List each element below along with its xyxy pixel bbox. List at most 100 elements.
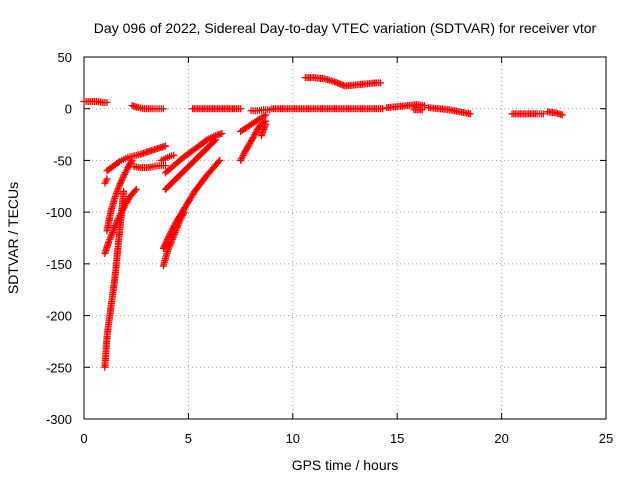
data-point [237, 155, 245, 163]
x-tick-label: 25 [599, 431, 613, 446]
data-point [249, 134, 257, 142]
data-point [168, 226, 176, 234]
data-point [131, 187, 139, 195]
data-point [162, 238, 170, 246]
data-point [120, 172, 128, 180]
series-2 [128, 102, 167, 113]
data-point [164, 235, 172, 243]
data-point [161, 240, 169, 248]
series-21 [161, 136, 220, 193]
x-tick-label: 5 [185, 431, 192, 446]
data-point [161, 142, 169, 150]
data-point [248, 135, 256, 143]
data-point [262, 120, 270, 128]
data-point [116, 211, 124, 219]
series-8 [410, 106, 426, 114]
axis-ticks [83, 56, 607, 420]
data-point [170, 223, 178, 231]
data-point [205, 135, 213, 143]
data-point [466, 110, 474, 118]
data-point [118, 175, 126, 183]
data-point [115, 181, 123, 189]
series-22 [161, 130, 226, 177]
x-tick-labels: 0 5 10 15 20 25 [80, 431, 613, 446]
y-tick-label: 50 [58, 50, 72, 65]
data-point [171, 220, 179, 228]
data-point [208, 133, 216, 141]
data-point [169, 225, 177, 233]
data-point [159, 244, 167, 252]
series-11 [544, 108, 566, 119]
data-point [214, 158, 222, 166]
data-point [120, 203, 128, 211]
data-point [166, 229, 174, 237]
data-point [250, 132, 258, 140]
series-17 [130, 162, 169, 172]
data-point [127, 158, 135, 166]
data-point [237, 105, 245, 113]
x-tick-label: 0 [80, 431, 87, 446]
data-point [240, 150, 248, 158]
series-13 [101, 185, 140, 258]
data-point [251, 130, 259, 138]
data-point [119, 205, 127, 213]
y-tick-label: -50 [53, 153, 72, 168]
data-point [114, 215, 122, 223]
data-point [210, 132, 218, 140]
data-point [113, 216, 121, 224]
plot-frame [83, 56, 607, 420]
y-tick-label: -200 [46, 309, 72, 324]
data-point [161, 241, 169, 249]
data-point [128, 156, 136, 164]
series-9 [425, 104, 474, 118]
data-point [164, 234, 172, 242]
y-tick-label: -100 [46, 205, 72, 220]
data-point [117, 210, 125, 218]
series-5 [268, 105, 387, 113]
data-point [103, 175, 111, 183]
data-point [218, 130, 226, 138]
chart-title: Day 096 of 2022, Sidereal Day-to-day VTE… [94, 20, 597, 36]
x-axis-title: GPS time / hours [292, 457, 399, 473]
data-point [170, 151, 178, 159]
series-1 [80, 97, 111, 107]
x-tick-label: 10 [286, 431, 300, 446]
data-point [103, 99, 111, 107]
data-point [262, 111, 270, 119]
data-point [118, 206, 126, 214]
y-tick-label: -250 [46, 360, 72, 375]
series-15 [103, 156, 136, 235]
data-point [120, 187, 128, 195]
data-point [119, 173, 127, 181]
data-point [117, 178, 125, 186]
series-10 [508, 110, 547, 118]
data-point [165, 232, 173, 240]
series-4 [247, 106, 274, 115]
data-point [121, 202, 129, 210]
data-point [123, 165, 131, 173]
x-tick-label: 15 [390, 431, 404, 446]
data-point [252, 129, 260, 137]
data-point [239, 151, 247, 159]
data-point [238, 153, 246, 161]
data-point [203, 136, 211, 144]
series-6 [301, 74, 384, 90]
data-point [379, 105, 387, 113]
data-point [116, 180, 124, 188]
y-tick-labels: -300 -250 -200 -150 -100 -50 0 50 [46, 50, 72, 427]
data-point [170, 222, 178, 230]
data-point [163, 237, 171, 245]
data-point [207, 134, 215, 142]
series-14 [103, 142, 169, 175]
series-18 [157, 151, 178, 164]
series-16 [101, 175, 111, 187]
y-axis-title: SDTVAR / TECUs [5, 182, 21, 294]
data-points [80, 74, 566, 371]
data-point [167, 228, 175, 236]
series-25 [257, 120, 270, 140]
data-point [115, 213, 123, 221]
data-point [418, 106, 426, 114]
y-tick-label: -300 [46, 412, 72, 427]
data-point [122, 167, 130, 175]
